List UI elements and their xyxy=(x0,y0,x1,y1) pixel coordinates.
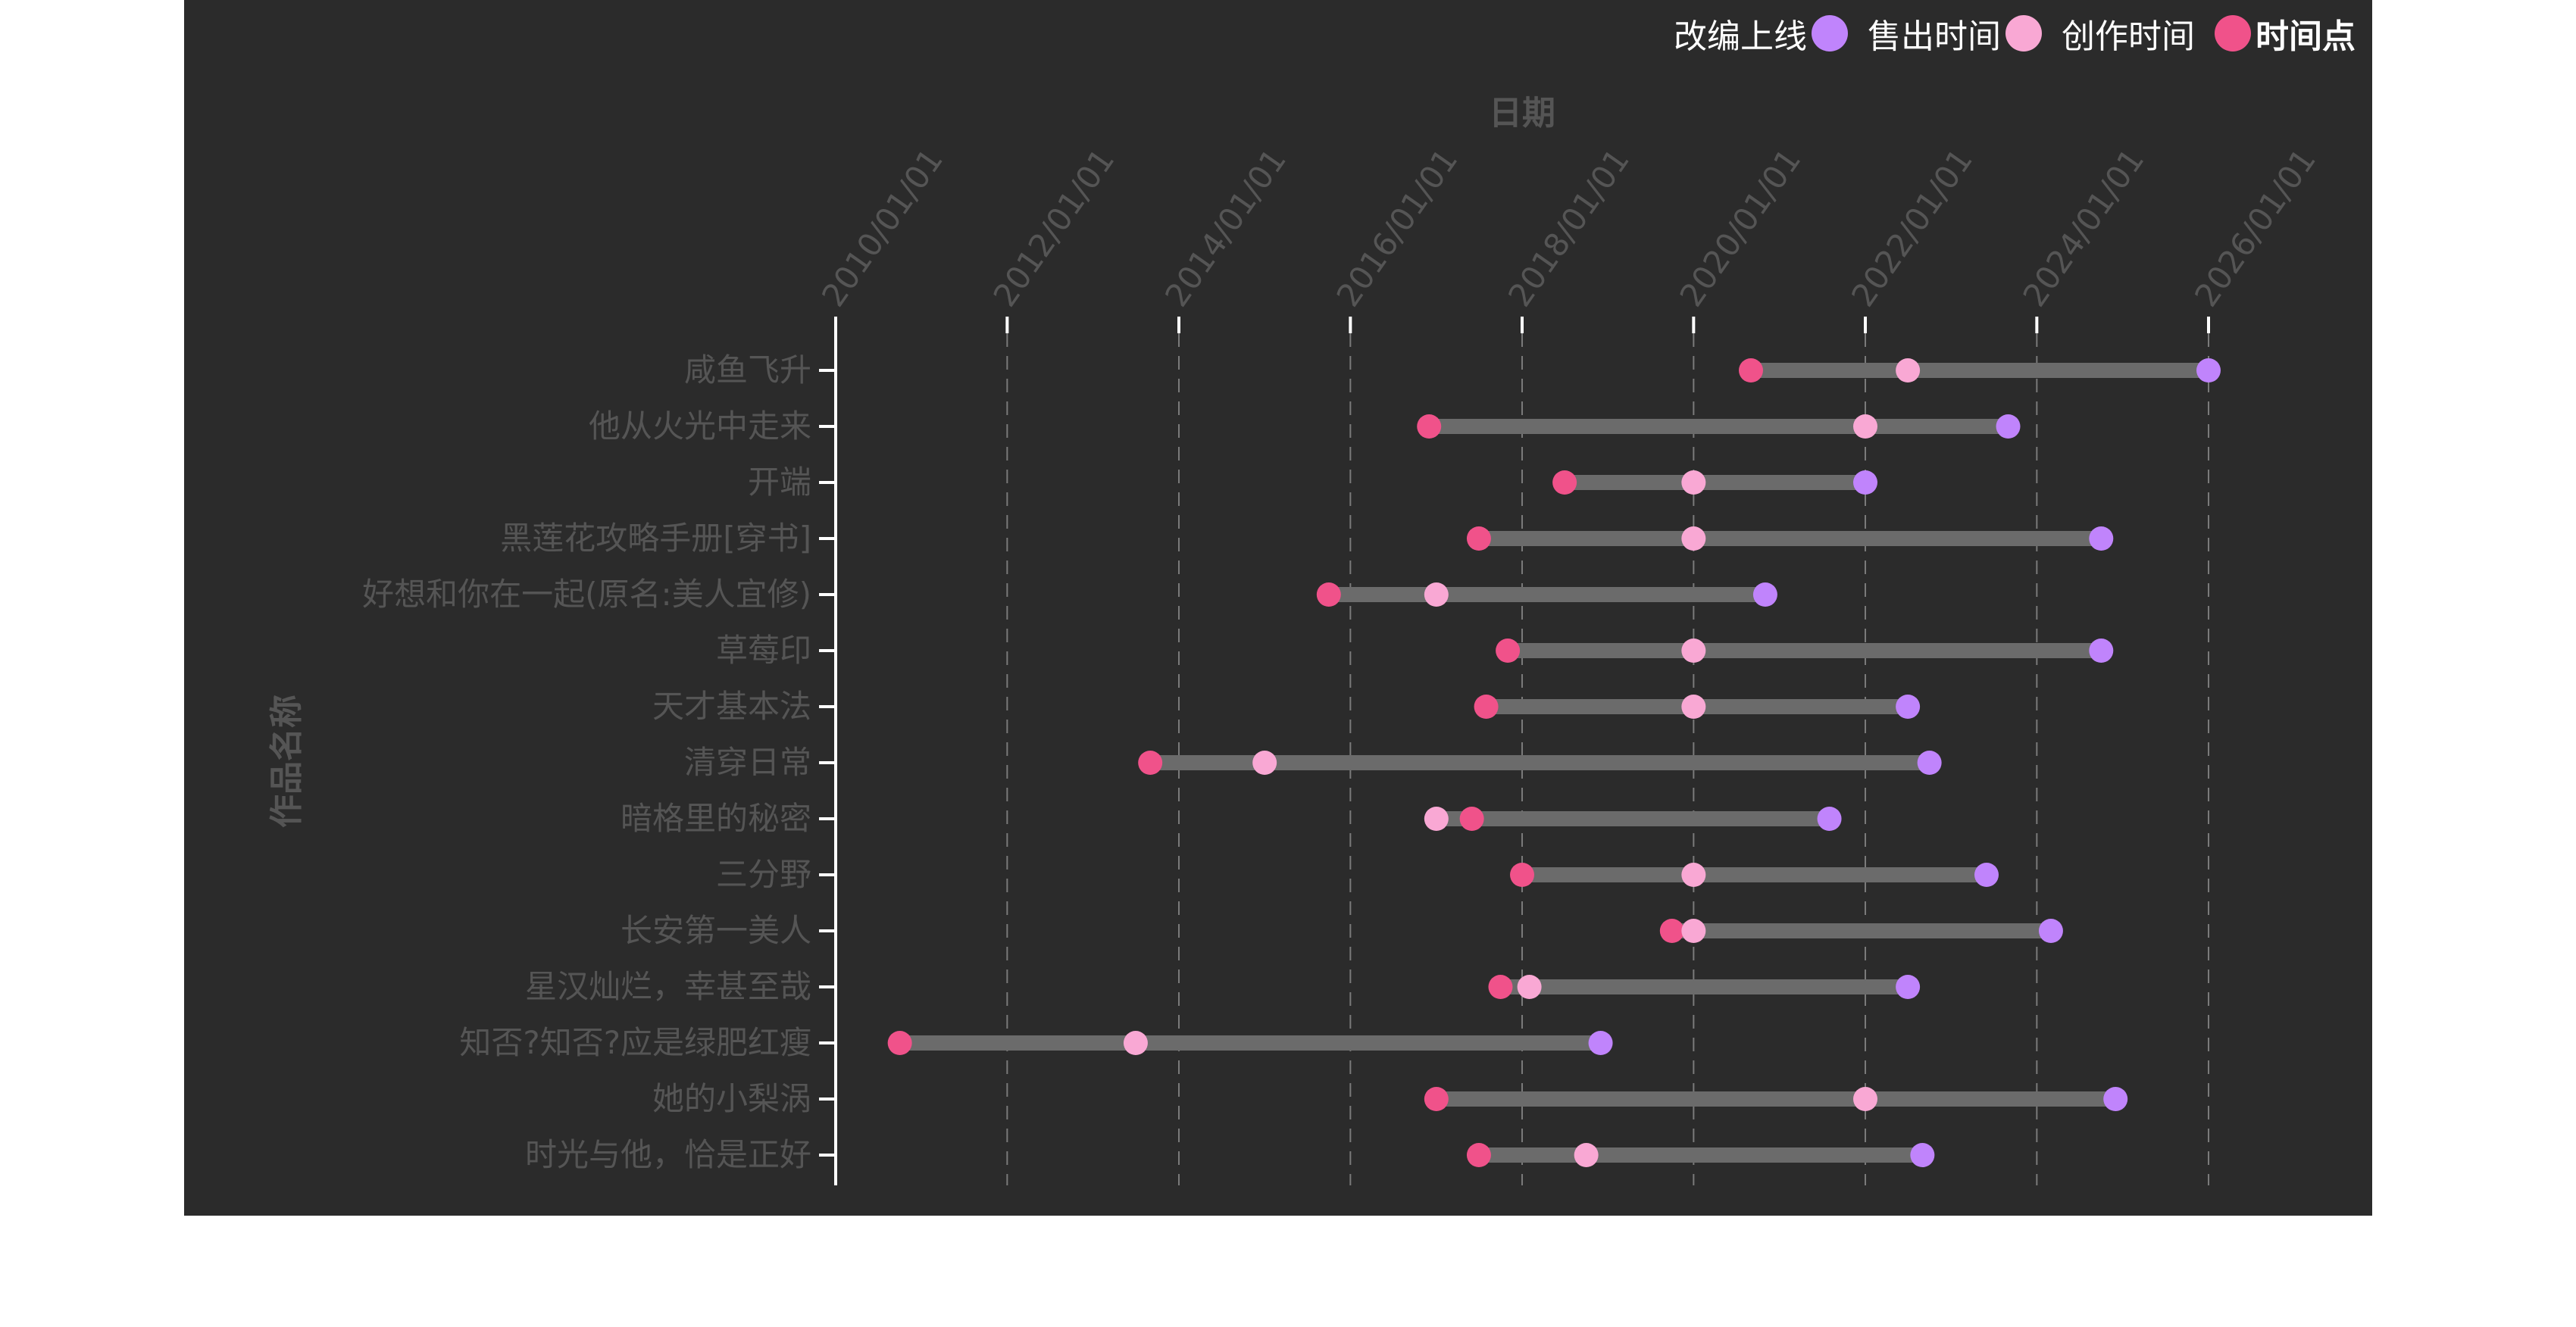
legend-swatch-sold xyxy=(2005,15,2042,52)
legend-title: 时间点 xyxy=(2256,17,2356,56)
y-tick-label: 她的小梨涡 xyxy=(652,1080,811,1117)
point-adapt xyxy=(2038,919,2063,943)
x-tick-label: 2022/01/01 xyxy=(1844,142,1980,313)
x-axis-title: 日期 xyxy=(1489,94,1555,133)
y-tick-label: 天才基本法 xyxy=(652,688,811,725)
point-create xyxy=(1459,807,1484,831)
point-create xyxy=(1424,1087,1449,1111)
y-axis-title: 作品名称 xyxy=(267,695,306,828)
point-create xyxy=(1316,582,1341,607)
legend-label-adapt: 改编上线 xyxy=(1674,17,1807,56)
legend-item-create[interactable]: 创作时间 xyxy=(2062,9,2195,58)
point-create xyxy=(1552,470,1577,495)
point-sold xyxy=(1681,470,1706,495)
point-create xyxy=(1488,975,1513,999)
y-tick-label: 时光与他，恰是正好 xyxy=(525,1136,811,1173)
y-tick-label: 他从火光中走来 xyxy=(589,407,811,445)
point-adapt xyxy=(1853,470,1877,495)
point-adapt xyxy=(1974,863,1999,887)
point-create xyxy=(1417,414,1442,439)
point-adapt xyxy=(1817,807,1842,831)
point-sold xyxy=(1252,751,1277,775)
y-tick-label: 三分野 xyxy=(716,856,811,893)
point-sold xyxy=(1574,1143,1599,1167)
y-tick-label: 开端 xyxy=(748,464,811,501)
y-tick-label: 知否?知否?应是绿肥红瘦 xyxy=(459,1024,811,1061)
point-create xyxy=(1138,751,1163,775)
point-sold xyxy=(1896,358,1921,382)
point-create xyxy=(1496,639,1521,663)
point-sold xyxy=(1424,807,1449,831)
x-tick-label: 2018/01/01 xyxy=(1501,142,1637,313)
y-tick-label: 好想和你在一起(原名:美人宜修) xyxy=(362,576,811,613)
y-tick-label: 草莓印 xyxy=(716,632,811,669)
point-sold xyxy=(1681,919,1706,943)
point-adapt xyxy=(1896,975,1921,999)
x-tick-label: 2016/01/01 xyxy=(1329,142,1465,313)
point-create xyxy=(1510,863,1534,887)
x-tick-label: 2014/01/01 xyxy=(1158,142,1293,313)
point-adapt xyxy=(1917,751,1942,775)
point-create xyxy=(887,1031,912,1055)
legend-swatch-adapt xyxy=(1812,15,1848,52)
point-adapt xyxy=(1752,582,1777,607)
point-adapt xyxy=(2089,526,2114,551)
x-tick-label: 2026/01/01 xyxy=(2187,142,2323,313)
point-sold xyxy=(1853,414,1877,439)
legend-item-adapt[interactable]: 改编上线 xyxy=(1674,9,1848,58)
legend-swatch-create xyxy=(2215,15,2251,52)
point-sold xyxy=(1681,639,1706,663)
y-tick-label: 黑莲花攻略手册[穿书] xyxy=(500,520,811,557)
point-sold xyxy=(1853,1087,1877,1111)
x-axis: 2010/01/01 2012/01/01 2014/01/01 2016/01/01… xyxy=(814,142,2323,333)
point-adapt xyxy=(2196,358,2221,382)
point-create xyxy=(1466,1143,1491,1167)
legend-title-wrap: 时间点 xyxy=(2215,9,2356,58)
chart-panel: 日期 作品名称 2010/01/01 2012/01/01 2014/01/01 20… xyxy=(184,0,2372,1216)
point-create xyxy=(1466,526,1491,551)
legend-item-sold[interactable]: 售出时间 xyxy=(1868,9,2042,58)
point-create xyxy=(1659,919,1684,943)
x-tick-label: 2012/01/01 xyxy=(986,142,1121,313)
point-adapt xyxy=(2103,1087,2128,1111)
y-tick-label: 咸鱼飞升 xyxy=(684,351,811,389)
y-tick-label: 长安第一美人 xyxy=(621,912,811,949)
point-adapt xyxy=(1910,1143,1935,1167)
point-sold xyxy=(1681,863,1706,887)
x-tick-label: 2010/01/01 xyxy=(814,142,950,313)
x-tick-label: 2020/01/01 xyxy=(1672,142,1808,313)
point-sold xyxy=(1681,695,1706,719)
point-create xyxy=(1739,358,1763,382)
point-adapt xyxy=(1588,1031,1613,1055)
point-sold xyxy=(1123,1031,1148,1055)
points-layer xyxy=(887,358,2221,1167)
y-tick-label: 清穿日常 xyxy=(684,744,811,781)
legend-label-sold: 售出时间 xyxy=(1868,17,2001,56)
legend-label-create: 创作时间 xyxy=(2062,17,2195,56)
bars-layer xyxy=(899,363,2209,1163)
point-adapt xyxy=(1896,695,1921,719)
point-create xyxy=(1474,695,1499,719)
x-tick-label: 2024/01/01 xyxy=(2015,142,2151,313)
point-sold xyxy=(1517,975,1542,999)
legend: 改编上线 售出时间 创作时间 时间点 xyxy=(1654,9,2356,58)
y-tick-label: 暗格里的秘密 xyxy=(621,800,811,837)
y-tick-label: 星汉灿烂，幸甚至哉 xyxy=(525,968,811,1005)
dumbbell-chart: 日期 作品名称 2010/01/01 2012/01/01 2014/01/01 20… xyxy=(267,94,2323,1185)
point-adapt xyxy=(2089,639,2114,663)
point-sold xyxy=(1681,526,1706,551)
point-sold xyxy=(1424,582,1449,607)
point-adapt xyxy=(1996,414,2021,439)
